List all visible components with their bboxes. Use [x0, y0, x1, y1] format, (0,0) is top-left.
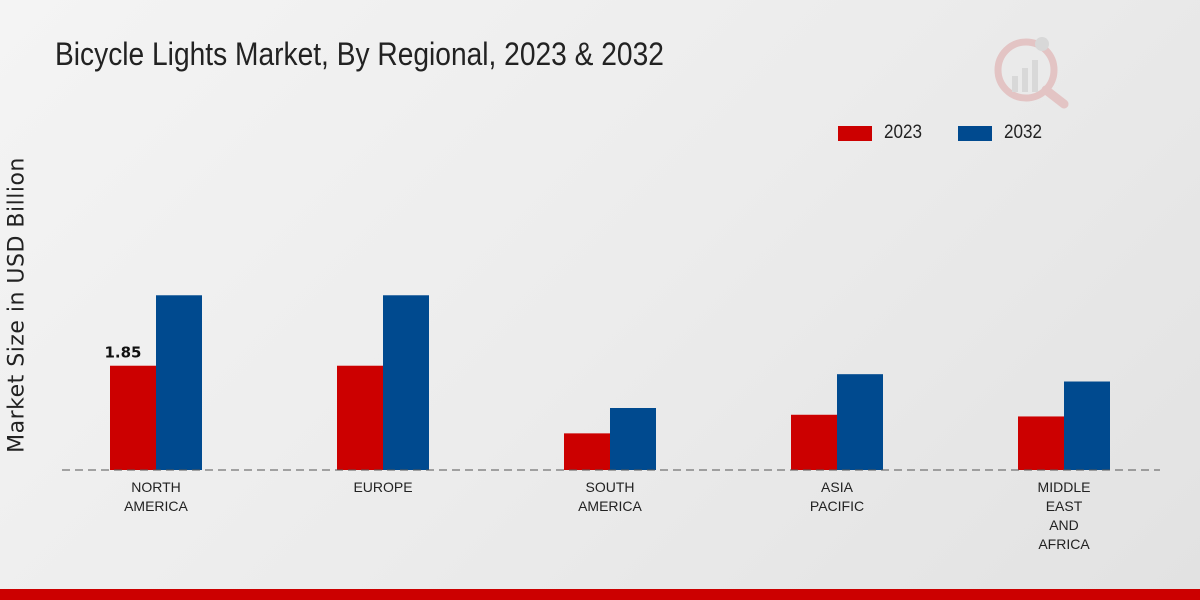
- bar-2032-europe: [383, 295, 429, 470]
- legend-swatch-2023: [838, 125, 872, 141]
- chart-title: Bicycle Lights Market, By Regional, 2023…: [55, 36, 664, 72]
- data-labels: 1.85: [104, 344, 141, 362]
- x-tick-label: AND: [1049, 517, 1079, 533]
- data-label: 1.85: [104, 344, 141, 362]
- x-tick-label: MIDDLE: [1038, 479, 1091, 495]
- x-tick-label: AMERICA: [124, 498, 188, 514]
- bar-2023-asia-pacific: [791, 414, 837, 470]
- footer-accent-bar: [0, 589, 1200, 600]
- legend-swatch-2032: [958, 125, 992, 141]
- bar-2023-europe: [337, 365, 383, 470]
- bar-2023-middle-east-and-africa: [1018, 416, 1064, 470]
- x-tick-labels: NORTH AMERICA EUROPE SOUTH AMERICA ASIA PACIFI…: [124, 479, 1090, 552]
- bar-2032-middle-east-and-africa: [1064, 381, 1110, 470]
- bar-2032-asia-pacific: [837, 374, 883, 470]
- x-tick-label: SOUTH: [586, 479, 635, 495]
- x-tick-label: AFRICA: [1038, 536, 1090, 552]
- watermark-logo-icon: [994, 37, 1069, 109]
- bar-2023-north-america: [110, 365, 156, 470]
- bar-2032-north-america: [156, 295, 202, 470]
- legend-item-2023: 2023: [838, 122, 926, 144]
- x-tick-label: EUROPE: [353, 479, 412, 495]
- bar-2032-south-america: [610, 408, 656, 470]
- x-tick-label: ASIA: [821, 479, 854, 495]
- x-tick-label: NORTH: [131, 479, 181, 495]
- bars-group: [110, 295, 1110, 470]
- legend-label-2032: 2032: [1004, 122, 1043, 143]
- legend-label-2023: 2023: [884, 122, 923, 143]
- bar-2023-south-america: [564, 433, 610, 470]
- legend-item-2032: 2032: [958, 122, 1046, 144]
- x-tick-label: PACIFIC: [810, 498, 864, 514]
- x-tick-label: EAST: [1046, 498, 1083, 514]
- x-tick-label: AMERICA: [578, 498, 642, 514]
